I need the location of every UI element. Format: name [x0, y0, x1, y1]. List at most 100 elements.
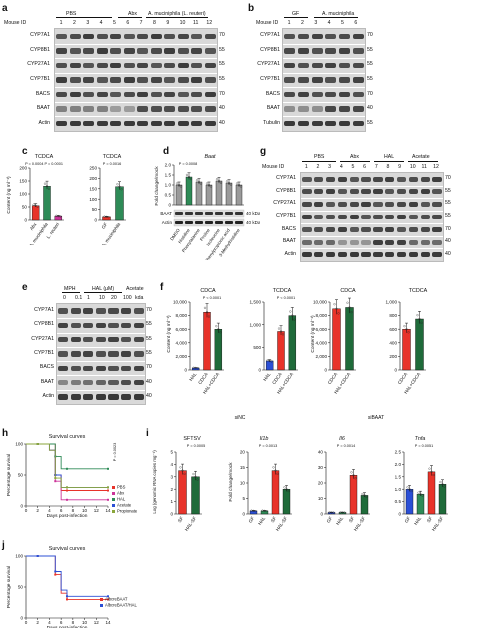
y-tick-label: 0	[398, 512, 401, 517]
blot-band	[69, 77, 81, 83]
blot-band	[121, 337, 132, 343]
y-tick-label: 1.5	[165, 173, 172, 178]
survival-marker	[107, 486, 109, 489]
data-point	[419, 493, 422, 496]
lane-number: 12	[433, 164, 439, 170]
data-point	[272, 466, 275, 469]
blot-band	[204, 33, 216, 40]
survival-marker	[66, 486, 68, 489]
x-tick-label: 12	[94, 508, 100, 513]
blot-band	[121, 365, 132, 371]
p-value: P = 0.0004 P = 0.0001	[25, 162, 63, 166]
y-tick-label: 1,000	[386, 300, 398, 305]
x-axis-label: Days post-infection	[47, 513, 88, 519]
blot-band	[70, 351, 81, 357]
blot-band	[58, 337, 69, 343]
kda-labels-g: 70 55 55 55 70 40 40	[445, 172, 465, 260]
data-point	[270, 360, 273, 363]
bar	[175, 184, 183, 206]
legend-swatch	[112, 510, 115, 513]
blot-band	[95, 351, 107, 357]
y-tick-label: 0	[20, 504, 23, 509]
blot-band	[361, 176, 371, 182]
legend-label: Acetate	[117, 503, 132, 508]
blot-band	[284, 106, 296, 112]
blot-band	[325, 77, 337, 83]
chart-title: TCDCA	[273, 288, 292, 294]
data-point	[252, 509, 255, 512]
blot-row-label: CYP8B1	[30, 46, 50, 53]
bar	[271, 470, 280, 515]
data-point	[418, 317, 421, 321]
blot-band	[121, 379, 132, 386]
category-label: HAL-SF	[353, 516, 367, 532]
survival-marker	[36, 555, 39, 557]
blot-band	[284, 33, 296, 40]
blot-band	[195, 212, 203, 215]
survival-line	[26, 443, 108, 488]
group-label-pbs-g: PBS	[314, 154, 325, 160]
panel-label-c: c	[22, 146, 28, 157]
blot-band	[83, 308, 94, 314]
lane-number: 7	[139, 20, 143, 26]
chart-title: CDCA	[340, 288, 356, 294]
blot-band	[191, 120, 203, 127]
blot-band	[361, 189, 371, 195]
blot-band	[337, 189, 348, 195]
legend-label: PBS	[117, 485, 126, 490]
data-point	[276, 472, 279, 475]
y-tick-label: 1.0	[165, 183, 172, 188]
blot-band	[191, 106, 203, 112]
blot-band	[191, 48, 203, 54]
blot-band	[150, 91, 162, 98]
blot-band	[396, 189, 407, 195]
header-mph: MPH	[64, 286, 76, 292]
blot-band	[337, 214, 348, 220]
panel-label-b: b	[248, 3, 255, 14]
blot-band	[284, 77, 296, 83]
blot-band	[137, 48, 149, 54]
blot-band	[83, 322, 94, 329]
data-point	[177, 183, 181, 187]
chart-title: TCDCA	[409, 288, 428, 294]
blot-band	[121, 351, 132, 357]
p-value: P = 0.0051	[415, 444, 433, 448]
panel-label-f: f	[160, 282, 164, 293]
blot-band	[361, 252, 371, 258]
kda-marker: 70	[219, 32, 225, 39]
blot-row-label: CYP8B1	[260, 46, 280, 53]
data-point	[328, 511, 331, 514]
bar	[288, 315, 297, 371]
blot-band	[123, 33, 135, 40]
panel-label-h: h	[2, 428, 9, 439]
blot-band	[420, 214, 430, 220]
blot-band	[349, 189, 359, 195]
y-tick-label: 150	[19, 179, 27, 184]
blot-row-label: BACS	[35, 90, 50, 97]
chart-d: Baat P = 0.0008 Fold change/mock 0 0.5 1.0 1.5…	[154, 154, 260, 260]
data-point	[205, 311, 209, 314]
bar	[43, 186, 51, 221]
blot-band	[56, 62, 68, 69]
data-point	[215, 178, 219, 181]
blot-band	[408, 176, 419, 182]
bar	[214, 329, 223, 371]
blot-band	[83, 77, 95, 83]
lane-number: 10	[179, 20, 186, 26]
blot-band	[338, 77, 351, 83]
blot-band	[420, 202, 430, 207]
kda-marker: 40 kDa	[246, 220, 260, 225]
data-point	[47, 187, 51, 190]
blot-band	[385, 202, 395, 207]
y-tick-label: 800	[389, 313, 397, 318]
blot-row-label: CYP7A1	[30, 32, 50, 39]
blot-band	[432, 202, 442, 207]
chart-h: Survival curves Percentage survival Days p…	[6, 434, 138, 519]
blot-band	[361, 202, 371, 207]
category-label: DMSO	[169, 227, 181, 241]
lane-number: 5	[351, 164, 355, 170]
blot-band	[56, 120, 68, 127]
blot-band	[56, 91, 68, 98]
bar	[205, 184, 213, 206]
category-label: CDCA	[397, 371, 409, 385]
